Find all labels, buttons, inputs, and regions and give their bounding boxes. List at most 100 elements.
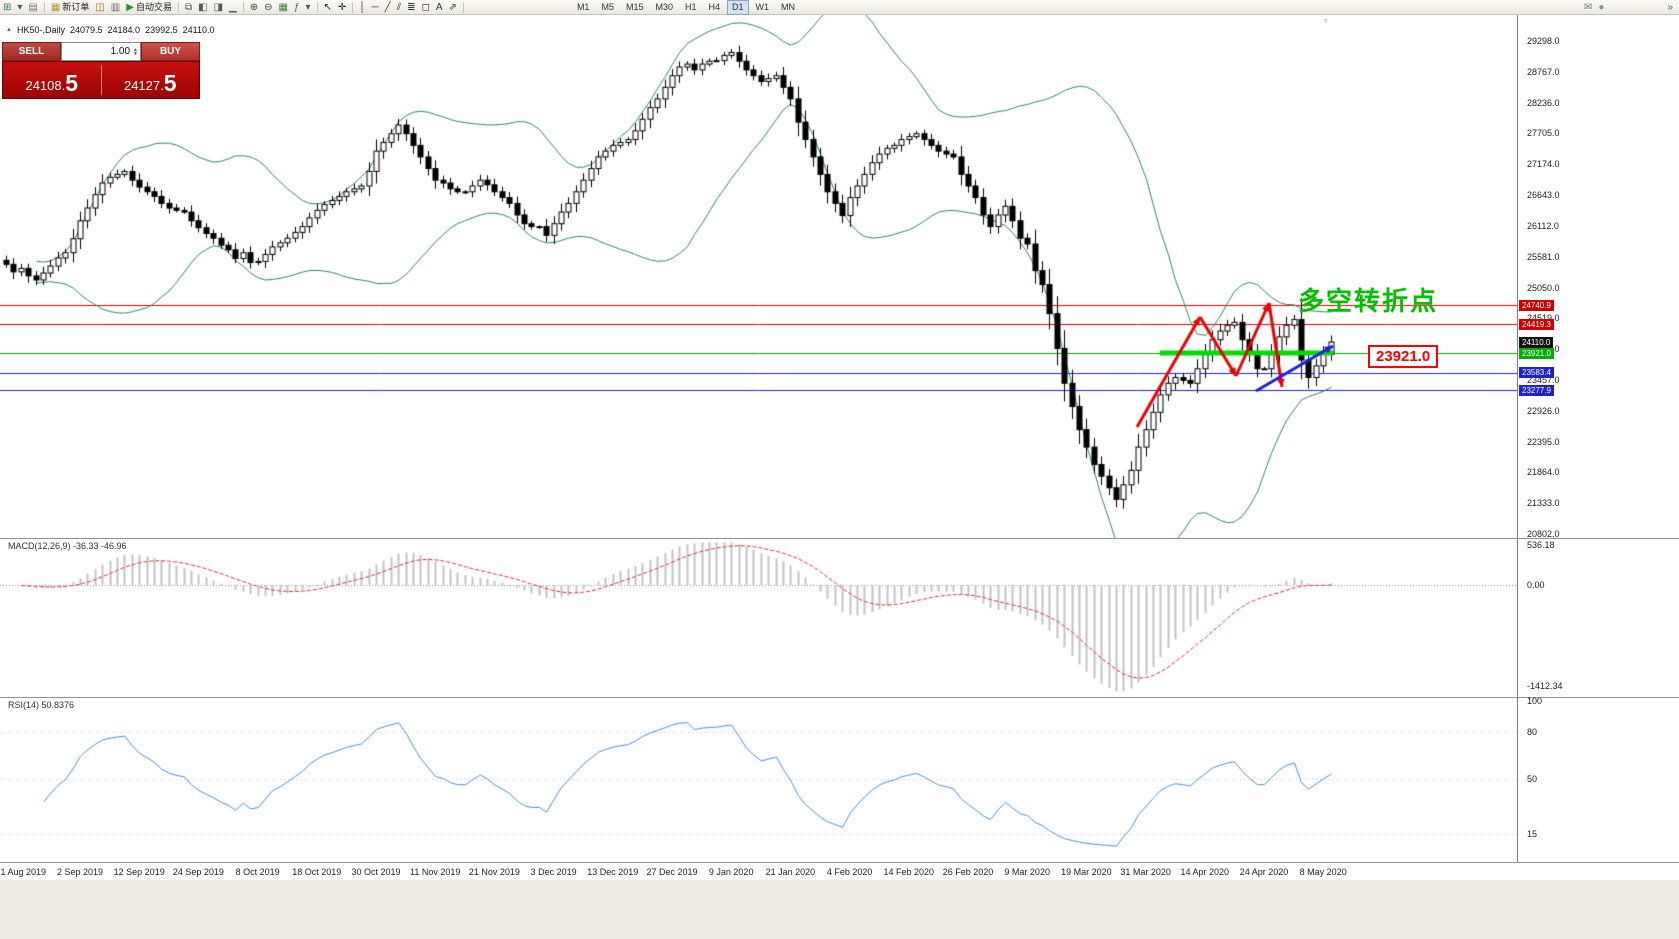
auto-trading-button: ▶ [126, 1, 134, 13]
price-tag: 23277.9 [1519, 384, 1554, 396]
price-divider [100, 65, 102, 95]
trendline-icon[interactable]: ╱ [383, 1, 393, 14]
arrows-tool-icon: ⇗ [448, 1, 457, 13]
chart-high: 24184.0 [107, 25, 141, 35]
tile-vertical-icon[interactable]: ◨ [212, 1, 225, 14]
timeframe-button-h4[interactable]: H4 [708, 1, 721, 12]
price-axis-label: 26112.0 [1527, 220, 1559, 231]
market-watch-icon: ◫ [95, 1, 105, 13]
tile-windows-icon: ◧ [198, 1, 208, 13]
price-axis-label: 29298.0 [1527, 35, 1560, 46]
main-chart-canvas[interactable] [0, 15, 1517, 538]
cascade-windows-icon[interactable]: ⧉ [183, 1, 194, 14]
arrange-icons-icon[interactable]: ▁ [227, 1, 239, 14]
indicators-icon[interactable]: ƒ [292, 1, 302, 14]
zoom-in-icon: ⊕ [249, 1, 259, 13]
crosshair-icon: ✛ [337, 1, 347, 13]
time-axis-label: 8 May 2020 [1299, 867, 1347, 877]
time-axis-label: 30 Oct 2019 [351, 867, 401, 877]
tile-vertical-icon: ◨ [213, 1, 224, 13]
crosshair-icon[interactable]: ✛ [336, 1, 348, 14]
toolbar-separator [177, 1, 179, 13]
auto-trading-button-label: 自动交易 [135, 1, 172, 12]
sell-button[interactable]: SELL [2, 42, 61, 61]
timeframe-button-w1[interactable]: W1 [755, 1, 770, 12]
rsi-canvas[interactable] [0, 698, 1517, 862]
arrows-tool-icon[interactable]: ⇗ [447, 1, 459, 14]
price-axis: 29298.0 28767.0 28236.0 27705.0 27174.0 26643… [1517, 15, 1679, 540]
profiles-icon[interactable]: ▤ [26, 1, 39, 14]
toolbar-overflow-icon[interactable]: » [1667, 1, 1673, 13]
chart-open: 24079.5 [69, 25, 103, 35]
horizontal-line-icon: ─ [371, 1, 379, 13]
time-axis-label: 26 Feb 2020 [942, 867, 994, 877]
indicators-dropdown-icon[interactable]: ▾ [304, 1, 313, 14]
mail-icon[interactable]: ✉ [1584, 1, 1593, 13]
price-axis-label: 24519.0 [1527, 313, 1560, 323]
rsi-axis: 100 80 50 15 [1517, 696, 1679, 862]
toolbar: ⊞ ▾ ▤ ▦ 新订单 ◫ ▥ ▶ 自动交易 ⧉ ◧ ◨ ▁ ⊕ ⊖ ▦ ƒ ▾ ↖ ✛ │ ─ ╱ ⫽ ≣ ◻ A ⇗ M1 M5 M1… [0, 0, 1679, 15]
time-axis[interactable]: 21 Aug 2019 2 Sep 2019 12 Sep 2019 24 Sep 2… [0, 862, 1679, 880]
price-annotation-box: 23921.0 [1368, 345, 1439, 368]
macd-pane: 536.18 0.00 -1412.34 MACD(12,26,9) -36.33 … [0, 538, 1679, 697]
navigator-icon[interactable]: ▥ [109, 1, 122, 14]
timeframe-button-m15[interactable]: M15 [625, 1, 644, 12]
text-label-icon[interactable]: A [434, 1, 445, 14]
grid-icon[interactable]: ▦ [277, 1, 290, 14]
zoom-out-icon[interactable]: ⊖ [262, 1, 274, 14]
time-axis-label: 3 Dec 2019 [530, 867, 577, 877]
new-chart-icon: ⊞ [3, 1, 12, 13]
main-chart-pane: 29298.0 28767.0 28236.0 27705.0 27174.0 26643… [0, 15, 1679, 540]
cursor-icon[interactable]: ↖ [322, 1, 334, 14]
buy-price[interactable]: 24127. 5 [123, 70, 177, 96]
toolbar-separator [316, 1, 318, 13]
navigator-icon: ▥ [110, 1, 121, 13]
chart-close: 24110.0 [182, 25, 215, 35]
price-axis-label: 20802.0 [1527, 529, 1560, 540]
price-axis-label: 22395.0 [1527, 436, 1560, 447]
sell-price[interactable]: 24108. 5 [25, 70, 79, 96]
volume-input[interactable]: 1.00 ▲ ▼ [61, 42, 141, 61]
timeframe-button-h1[interactable]: H1 [685, 1, 697, 12]
timeframe-button-m30[interactable]: M30 [655, 1, 673, 12]
timeframe-button-mn[interactable]: MN [781, 1, 796, 12]
horizontal-line-icon[interactable]: ─ [370, 1, 381, 14]
timeframe-group: M1 M5 M15 M30 H1 H4 D1 W1 MN [571, 0, 801, 15]
buy-button[interactable]: BUY [141, 42, 200, 61]
price-axis-label: 25581.0 [1527, 251, 1560, 262]
price-axis-label: 22926.0 [1527, 405, 1560, 416]
price-axis-label: 23457.0 [1527, 374, 1560, 385]
connection-status-icon[interactable]: ● [1598, 1, 1605, 13]
timeframe-button-m5[interactable]: M5 [601, 1, 614, 12]
vertical-line-icon[interactable]: │ [357, 1, 367, 14]
tile-windows-icon[interactable]: ◧ [196, 1, 209, 14]
timeframe-button-m1[interactable]: M1 [576, 1, 590, 12]
time-axis-label: 8 Oct 2019 [235, 867, 280, 877]
price-tag: 23921.0 [1519, 347, 1554, 359]
time-axis-label: 2 Sep 2019 [56, 867, 104, 877]
auto-trading-button[interactable]: ▶ 自动交易 [124, 1, 174, 14]
price-axis-label: 27174.0 [1527, 159, 1560, 170]
market-watch-icon[interactable]: ◫ [93, 1, 106, 14]
price-tag: 24110.0 [1519, 336, 1554, 348]
time-axis-label: 24 Sep 2019 [172, 867, 224, 877]
time-axis-label: 14 Apr 2020 [1180, 867, 1230, 877]
expand-panel-icon[interactable]: ▲ [6, 27, 12, 33]
zoom-in-icon[interactable]: ⊕ [248, 1, 260, 14]
shapes-icon[interactable]: ◻ [420, 1, 432, 14]
fibonacci-icon[interactable]: ≣ [405, 1, 417, 14]
new-chart-icon[interactable]: ⊞ [1, 1, 13, 14]
turning-point-annotation: 多空转折点 [1298, 286, 1439, 316]
macd-canvas[interactable] [0, 539, 1517, 697]
chart-list-dropdown-icon[interactable]: ▾ [15, 1, 24, 14]
volume-value: 1.00 [110, 46, 131, 57]
macd-axis-label: -1412.34 [1527, 681, 1563, 691]
time-axis-label: 31 Mar 2020 [1120, 867, 1171, 877]
volume-spinner-icon[interactable]: ▲ ▼ [133, 46, 138, 57]
channel-icon[interactable]: ⫽ [395, 1, 403, 14]
shapes-icon: ◻ [421, 1, 430, 13]
timeframe-button-d1[interactable]: D1 [727, 0, 749, 15]
zoom-out-icon: ⊖ [264, 1, 273, 13]
new-order-button[interactable]: ▦ 新订单 [49, 1, 91, 14]
rsi-axis-label: 15 [1527, 828, 1538, 839]
